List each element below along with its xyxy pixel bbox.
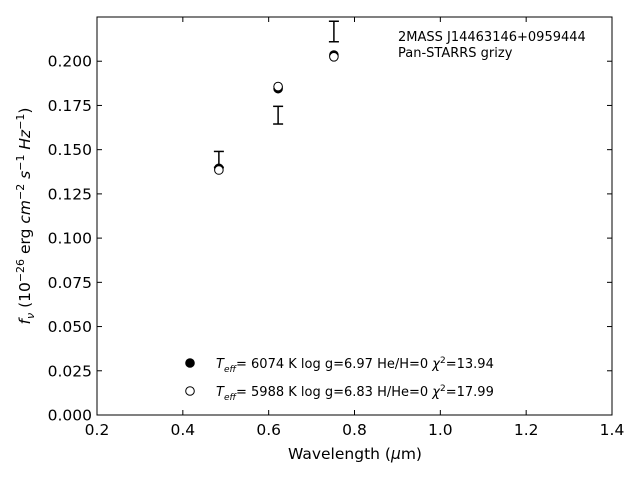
legend-label-series-2: Teff= 5988 K log g=6.83 H/He=0 χ2=17.99 <box>216 384 494 403</box>
x-tick-label: 1.4 <box>600 421 625 439</box>
plot-frame <box>96 16 613 416</box>
x-tick-label: 1.0 <box>428 421 453 439</box>
y-tick-label: 0.125 <box>48 185 92 203</box>
model-point-open <box>329 52 339 62</box>
y-tick-label: 0.200 <box>48 53 92 71</box>
x-tick-label: 1.2 <box>514 421 539 439</box>
y-tick-label: 0.075 <box>48 274 92 292</box>
annotation-object-name: 2MASS J14463146+0959444 <box>398 30 586 45</box>
y-axis-label: fν (10−26 erg cm−2 s−1 Hz−1) <box>14 108 37 325</box>
legend-marker-open <box>185 386 195 396</box>
y-tick-label: 0.025 <box>48 362 92 380</box>
x-tick-label: 0.8 <box>342 421 367 439</box>
annotation-filter-set: Pan-STARRS grizy <box>398 46 513 61</box>
y-tick-label: 0.100 <box>48 230 92 248</box>
legend: Teff= 6074 K log g=6.97 He/H=0 χ2=13.94 … <box>185 356 494 403</box>
legend-marker-filled <box>185 358 195 368</box>
data-marks <box>213 20 339 175</box>
x-tick-label: 0.2 <box>85 421 110 439</box>
x-axis-label: Wavelength (μm) <box>288 445 422 463</box>
model-point-open <box>273 81 283 92</box>
axis-ticks: 0.2 0.4 0.6 0.8 1.0 1.2 1.4 0.000 0.025 0.050 0.07… <box>48 17 625 439</box>
y-tick-label: 0.150 <box>48 141 92 159</box>
legend-label-series-1: Teff= 6074 K log g=6.97 He/H=0 χ2=13.94 <box>216 356 494 375</box>
y-tick-label: 0.050 <box>48 318 92 336</box>
y-tick-label: 0.000 <box>48 407 92 425</box>
model-point-open <box>214 165 224 175</box>
y-tick-label: 0.175 <box>48 97 92 115</box>
x-tick-label: 0.6 <box>256 421 281 439</box>
x-tick-label: 0.4 <box>171 421 196 439</box>
